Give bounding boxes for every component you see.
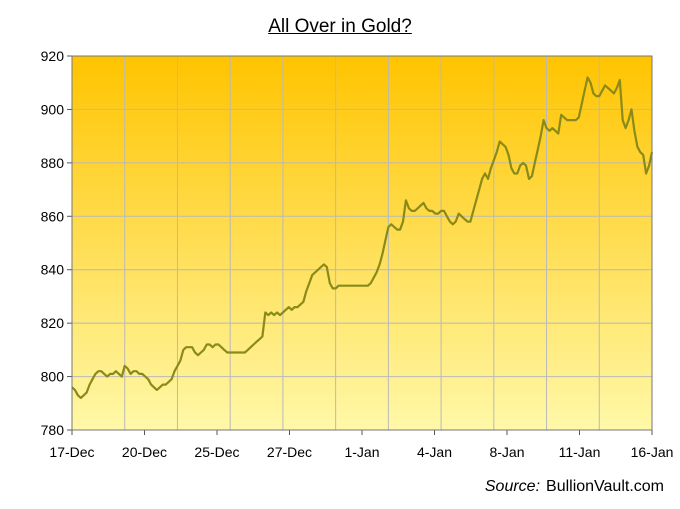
y-tick-label: 800 — [41, 369, 65, 385]
source-label: Source: — [484, 478, 541, 495]
y-tick-label: 820 — [41, 315, 65, 331]
plot-border — [71, 55, 653, 431]
y-tick-label: 880 — [41, 155, 65, 171]
y-tick-label: 860 — [41, 208, 65, 224]
x-tick-label: 11-Jan — [559, 444, 601, 460]
y-tick-label: 840 — [41, 262, 65, 278]
x-tick-label: 4-Jan — [417, 444, 452, 460]
x-tick-label: 25-Dec — [194, 444, 239, 460]
x-tick-label: 27-Dec — [267, 444, 312, 460]
gold-price-line — [71, 76, 654, 399]
x-tick-label: 17-Dec — [49, 444, 94, 460]
y-axis: 780 800 820 840 860 880 900 920 — [41, 48, 72, 438]
y-tick-label: 900 — [41, 101, 65, 117]
x-tick-label: 16-Jan — [631, 444, 674, 460]
x-tick-label: 8-Jan — [489, 444, 524, 460]
source-name: BullionVault.com — [546, 478, 664, 495]
source-note: Source: BullionVault.com — [485, 478, 664, 496]
chart-title: All Over in Gold? — [268, 16, 412, 37]
y-tick-label: 920 — [41, 48, 65, 64]
plot-area — [72, 56, 652, 430]
y-tick-label: 780 — [41, 422, 65, 438]
x-axis: 17-Dec 20-Dec 25-Dec 27-Dec 1-Jan 4-Jan 8-Jan 1… — [49, 430, 673, 460]
x-tick-label: 20-Dec — [122, 444, 167, 460]
x-tick-label: 1-Jan — [344, 444, 379, 460]
